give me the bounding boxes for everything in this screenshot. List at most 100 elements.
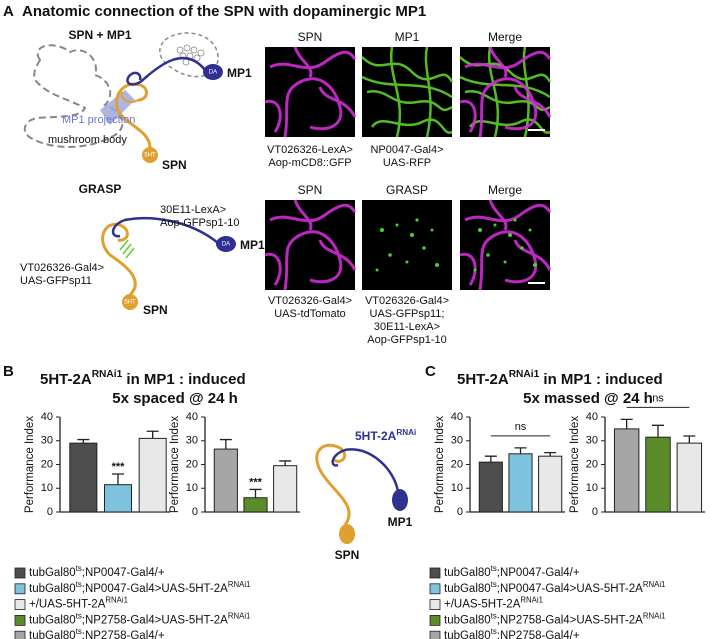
genotype-caption: Aop-mCD8::GFP — [268, 157, 351, 169]
schematic-drawing-part — [159, 32, 219, 78]
error-bar — [219, 438, 232, 450]
bar — [478, 461, 503, 513]
genotype-caption: NP0047-Gal4> — [370, 144, 443, 156]
legend-label: tubGal80ts;NP2758-Gal4>UAS-5HT-2ARNAi1 — [29, 611, 250, 626]
cell-label: DA — [222, 242, 230, 248]
schematic-drawing — [23, 32, 223, 163]
superscript: RNAi1 — [92, 369, 123, 380]
genotype-label: Aop-GFPsp1-10 — [160, 217, 239, 229]
legend-label: tubGal80ts;NP0047-Gal4>UAS-5HT-2ARNAi1 — [29, 579, 250, 594]
image-header: Merge — [488, 30, 522, 44]
panel-letter: C — [425, 363, 436, 380]
text-run: tubGal80 — [29, 567, 76, 579]
y-tick-label: 40 — [186, 411, 198, 423]
schematic-drawing-part — [119, 239, 135, 259]
bar — [213, 448, 238, 513]
text-run: in MP1 : induced — [539, 371, 662, 388]
panel-letter: B — [3, 363, 14, 380]
superscript: ts — [491, 579, 497, 588]
image-header: MP1 — [395, 30, 420, 44]
error-bar — [77, 438, 90, 444]
schematic-drawing-part-part — [197, 49, 205, 57]
superscript: RNAi1 — [643, 611, 666, 620]
y-axis-label: Performance Index — [434, 416, 446, 513]
legend-swatch — [14, 599, 26, 610]
text-run: tubGal80 — [29, 583, 76, 595]
schematic-drawing-part — [216, 236, 236, 252]
schematic-drawing-part — [339, 524, 355, 544]
y-tick-label: 40 — [451, 411, 463, 423]
genotype-caption: UAS-RFP — [383, 157, 431, 169]
genotype-caption: Aop-GFPsp1-10 — [367, 334, 446, 346]
bar — [138, 437, 167, 513]
schematic-drawing-part — [101, 222, 137, 297]
panel-subtitle: 5x massed @ 24 h — [523, 390, 653, 407]
superscript: ts — [491, 627, 497, 636]
region-label: mushroom body — [48, 134, 127, 146]
y-tick-label: 40 — [41, 411, 53, 423]
text-run: 5HT-2A — [355, 429, 397, 443]
error-bar — [620, 418, 633, 429]
legend-swatch — [429, 630, 441, 639]
genotype-caption: UAS-GFPsp11; — [370, 308, 445, 320]
y-tick-label: 30 — [41, 435, 53, 447]
error-bar — [146, 430, 159, 439]
panel-title: Anatomic connection of the SPN with dopa… — [22, 3, 426, 20]
micrograph-row — [263, 198, 552, 292]
schematic-label: 5HT-2ARNAi — [355, 428, 416, 444]
schematic-drawing-part — [23, 44, 124, 148]
error-bar — [249, 488, 262, 498]
cell-label: 5HT — [144, 153, 156, 159]
genotype-caption: UAS-tdTomato — [274, 308, 346, 320]
text-run: +/UAS-5HT-2A — [29, 599, 106, 611]
cell-label: 5HT — [124, 300, 136, 306]
schematic-drawing-part — [392, 489, 408, 511]
y-tick-label: 0 — [457, 506, 463, 518]
y-tick-label: 10 — [41, 482, 53, 494]
schematic-drawing-part — [126, 56, 206, 86]
neuron-label: SPN — [162, 158, 187, 172]
y-tick-label: 20 — [451, 458, 463, 470]
schematic-drawing-part-part — [190, 46, 198, 54]
error-bar — [683, 435, 696, 444]
legend-swatch — [14, 615, 26, 626]
bar — [103, 484, 133, 513]
legend-swatch — [14, 583, 26, 595]
panel-letter: A — [3, 3, 14, 20]
neuron-label: MP1 — [227, 66, 252, 80]
error-bar — [279, 460, 292, 466]
text-run: ;NP2758-Gal4>UAS-5HT-2A — [82, 614, 228, 626]
legend-swatch — [429, 567, 441, 579]
text-run: ;NP0047-Gal4>UAS-5HT-2A — [497, 583, 643, 595]
superscript: ts — [76, 627, 82, 636]
text-run: tubGal80 — [444, 567, 491, 579]
legend-swatch — [429, 615, 441, 626]
error-bar — [112, 473, 124, 485]
error-bar — [652, 424, 664, 438]
superscript: RNAi — [396, 428, 416, 437]
bar — [508, 453, 533, 513]
panel-subtitle: 5x spaced @ 24 h — [112, 390, 238, 407]
superscript: ts — [76, 564, 82, 573]
y-tick-label: 10 — [586, 482, 598, 494]
schematic-title: GRASP — [79, 182, 122, 196]
significance-label: ns — [652, 392, 664, 404]
cell-label: DA — [209, 70, 217, 76]
legend-swatch — [429, 599, 441, 610]
bar — [69, 442, 98, 513]
neuron-label: SPN — [335, 548, 360, 562]
superscript: RNAi1 — [105, 595, 128, 604]
superscript: RNAi1 — [643, 579, 666, 588]
significance-label: *** — [249, 476, 263, 488]
bar — [613, 428, 640, 513]
text-run: ;NP0047-Gal4/+ — [82, 567, 165, 579]
text-run: ;NP2758-Gal4>UAS-5HT-2A — [497, 614, 643, 626]
legend-label: tubGal80ts;NP0047-Gal4/+ — [444, 564, 580, 579]
legend-label: tubGal80ts;NP2758-Gal4/+ — [444, 627, 580, 639]
significance-label: ns — [515, 421, 527, 433]
schematic-drawing — [315, 443, 408, 544]
y-axis-label: Performance Index — [24, 416, 36, 513]
region-label: MP1 projection — [62, 114, 135, 126]
y-tick-label: 20 — [586, 458, 598, 470]
